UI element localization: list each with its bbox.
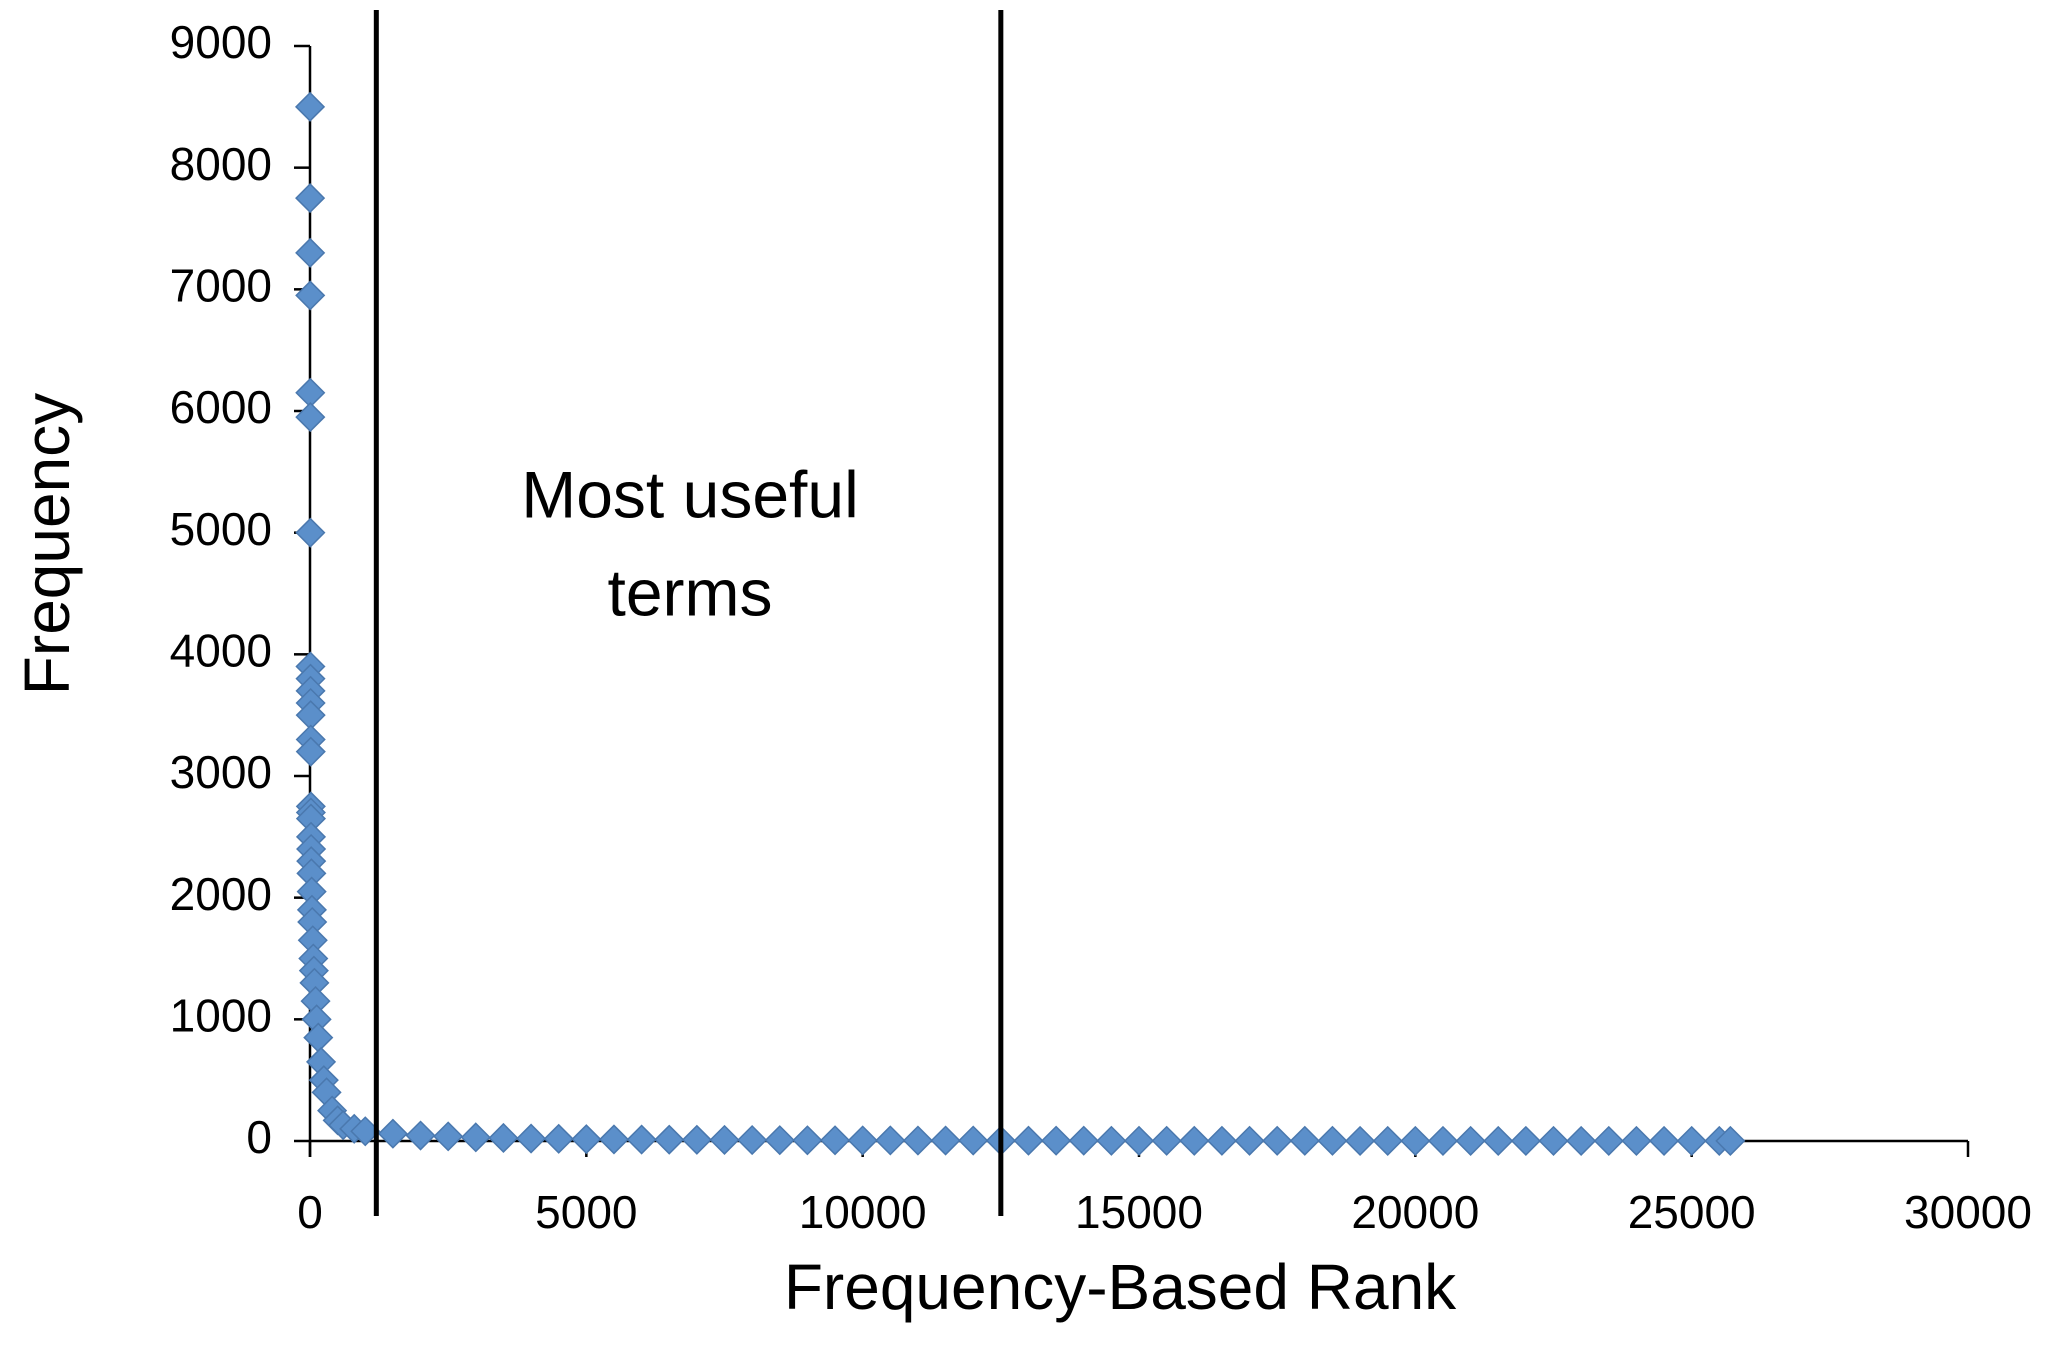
data-point (1372, 1125, 1403, 1156)
y-tick-label: 6000 (170, 381, 272, 433)
data-point (764, 1125, 795, 1156)
y-tick-label: 4000 (170, 624, 272, 676)
data-point (1510, 1125, 1541, 1156)
x-tick-label: 0 (297, 1186, 323, 1238)
data-point (792, 1125, 823, 1156)
y-tick-label: 7000 (170, 259, 272, 311)
data-point (875, 1125, 906, 1156)
data-point (405, 1120, 436, 1151)
data-point (1096, 1125, 1127, 1156)
data-point (1013, 1125, 1044, 1156)
data-point (930, 1125, 961, 1156)
data-point (294, 91, 326, 122)
y-tick-label: 9000 (170, 16, 272, 68)
data-point (377, 1118, 408, 1149)
data-point (295, 237, 326, 268)
data-point (295, 402, 326, 433)
data-point (1123, 1125, 1155, 1156)
data-point (902, 1125, 933, 1156)
data-point (1715, 1125, 1746, 1156)
y-axis-title: Frequency (11, 393, 83, 695)
x-tick-label: 25000 (1628, 1186, 1756, 1238)
data-point (737, 1124, 768, 1156)
data-point (460, 1122, 491, 1153)
annotation: terms (608, 555, 773, 629)
data-point (598, 1124, 630, 1155)
data-point (1427, 1125, 1459, 1156)
data-point (1345, 1125, 1376, 1156)
data-point (1483, 1125, 1514, 1156)
data-point (1676, 1125, 1707, 1156)
data-point (1151, 1125, 1182, 1156)
x-tick-label: 10000 (799, 1186, 927, 1238)
y-tick-label: 0 (246, 1111, 272, 1163)
data-point (295, 517, 326, 548)
y-tick-label: 1000 (170, 989, 272, 1041)
y-tick-label: 2000 (170, 868, 272, 920)
y-tick-label: 5000 (170, 503, 272, 555)
data-point (295, 183, 326, 214)
data-point (654, 1124, 685, 1155)
x-tick-label: 15000 (1075, 1186, 1203, 1238)
y-tick-label: 8000 (170, 138, 272, 190)
data-point (958, 1125, 989, 1156)
data-point (847, 1125, 878, 1156)
x-tick-label: 20000 (1351, 1186, 1479, 1238)
data-point (1566, 1125, 1597, 1156)
y-tick-label: 3000 (170, 746, 272, 798)
data-point (433, 1121, 464, 1152)
x-tick-label: 30000 (1904, 1186, 2032, 1238)
data-point (295, 280, 326, 311)
data-point (303, 1022, 334, 1053)
data-point (1621, 1125, 1652, 1156)
data-point (571, 1124, 602, 1155)
data-point (1455, 1125, 1486, 1156)
data-point (1234, 1125, 1265, 1156)
data-point (1648, 1125, 1680, 1156)
data-point (295, 736, 326, 767)
data-point (681, 1124, 712, 1155)
data-point (1400, 1125, 1431, 1156)
data-point (1206, 1125, 1237, 1156)
data-point (1593, 1125, 1624, 1156)
data-point (1041, 1125, 1072, 1156)
data-point (1289, 1125, 1320, 1156)
data-point (1262, 1125, 1293, 1156)
data-point (488, 1122, 519, 1154)
data-point (626, 1124, 657, 1155)
data-point (709, 1124, 740, 1155)
annotation: Most useful (521, 457, 858, 531)
data-point (543, 1123, 574, 1154)
x-tick-label: 5000 (535, 1186, 637, 1238)
data-point (1179, 1125, 1210, 1156)
data-point (1538, 1125, 1569, 1156)
x-axis-title: Frequency-Based Rank (784, 1251, 1457, 1323)
data-point (1068, 1125, 1099, 1156)
data-point (1317, 1125, 1348, 1156)
data-point (819, 1125, 851, 1156)
data-point (516, 1123, 547, 1154)
